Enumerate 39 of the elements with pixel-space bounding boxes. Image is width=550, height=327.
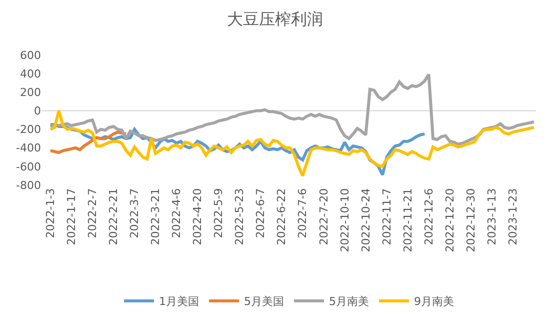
x-tick-label: 2022-1-17 [65,188,78,246]
y-tick-label: -400 [16,142,41,155]
x-tick-label: 2022-12-20 [443,188,456,252]
x-tick-label: 2022-2-21 [107,188,120,246]
y-tick-label: -800 [16,178,41,192]
line-series [48,109,536,178]
chart-title: 大豆压榨利润 [227,9,323,28]
x-tick-label: 2022-6-7 [254,188,268,238]
x-tick-label: 2022-12-6 [422,188,436,246]
line-series [48,73,536,146]
x-tick-label: 2022-11-7 [380,188,394,246]
y-tick-label: 600 [20,48,41,62]
y-tick-label: -200 [16,123,41,136]
x-tick-label: 2022-1-3 [44,188,57,238]
x-tick-label: 2022-10-10 [338,188,352,252]
y-tick-label: 200 [20,86,41,99]
x-tick-label: 2022-4-6 [170,188,184,238]
y-tick-label: 400 [20,67,41,80]
legend-label: 5月南美 [329,295,369,308]
x-tick-label: 2022-3-7 [128,188,142,238]
x-tick-label: 2023-1-23 [506,188,520,246]
x-tick-label: 2022-2-7 [86,188,100,238]
legend-label: 9月南美 [414,295,454,308]
x-tick-label: 2022-6-22 [275,188,288,246]
x-tick-label: 2022-11-21 [401,188,414,252]
x-tick-label: 2022-7-6 [296,188,310,238]
x-tick-label: 2022-10-24 [359,188,372,252]
x-tick-label: 2023-1-13 [485,188,498,246]
legend-label: 1月美国 [159,295,199,308]
x-tick-label: 2022-7-20 [317,188,330,246]
line-series [48,130,128,154]
x-tick-label: 2022-3-21 [149,188,162,246]
legend-label: 5月美国 [244,295,284,308]
x-tick-label: 2022-4-20 [191,188,204,246]
x-tick-label: 2022-5-9 [212,188,226,238]
y-tick-label: -600 [16,160,41,174]
x-tick-label: 2022-12-30 [464,188,478,252]
x-tick-label: 2022-5-23 [233,188,246,246]
y-tick-label: 0 [34,104,41,118]
